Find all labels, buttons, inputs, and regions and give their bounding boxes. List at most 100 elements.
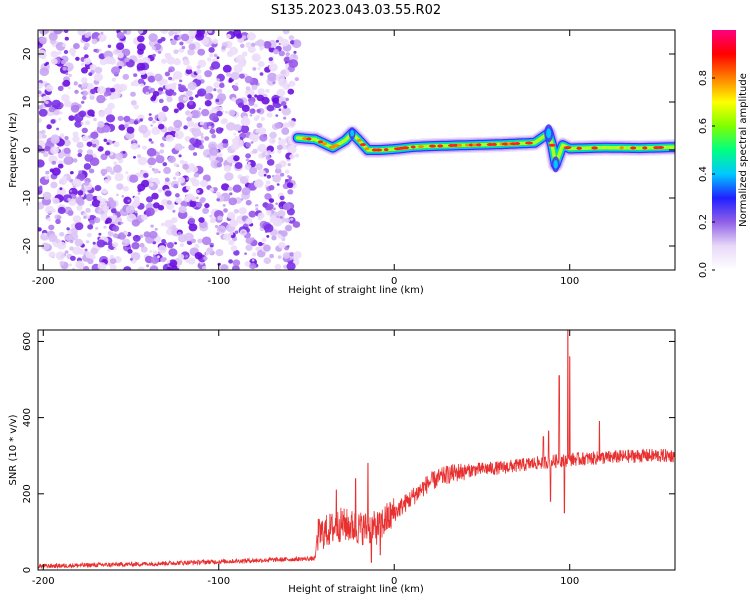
noise-speckle bbox=[38, 105, 43, 110]
noise-speckle bbox=[123, 266, 132, 270]
noise-speckle bbox=[77, 149, 83, 154]
noise-speckle bbox=[255, 128, 261, 134]
noise-speckle bbox=[96, 239, 106, 248]
noise-speckle bbox=[272, 97, 280, 104]
noise-speckle bbox=[57, 51, 62, 55]
ridge-peak bbox=[563, 146, 572, 150]
noise-speckle bbox=[110, 258, 117, 264]
noise-speckle bbox=[226, 72, 232, 77]
x-axis-ticks: -200 -100 0 100 bbox=[32, 30, 579, 287]
noise-speckle bbox=[44, 175, 50, 180]
noise-speckle bbox=[60, 133, 64, 137]
noise-speckle bbox=[38, 227, 42, 232]
noise-speckle bbox=[95, 226, 99, 230]
y-axis-ticks: -20 -10 0 10 20 bbox=[22, 48, 675, 254]
noise-speckle bbox=[81, 62, 85, 66]
noise-speckle bbox=[288, 35, 295, 41]
noise-speckle bbox=[285, 179, 289, 182]
noise-speckle bbox=[220, 118, 227, 125]
noise-speckle bbox=[127, 199, 131, 202]
noise-speckle bbox=[224, 110, 229, 114]
noise-speckle bbox=[83, 163, 92, 170]
noise-speckle bbox=[59, 111, 63, 115]
noise-speckle bbox=[204, 70, 213, 78]
noise-speckle bbox=[266, 104, 275, 112]
noise-speckle bbox=[279, 206, 283, 210]
noise-speckle bbox=[286, 262, 296, 270]
noise-speckle bbox=[199, 179, 208, 187]
noise-speckle bbox=[57, 255, 61, 259]
noise-speckle bbox=[208, 47, 215, 53]
noise-speckle bbox=[281, 145, 287, 150]
noise-speckle bbox=[176, 102, 185, 110]
noise-speckle bbox=[134, 210, 138, 214]
noise-speckle bbox=[223, 164, 232, 172]
noise-speckle bbox=[72, 135, 80, 143]
noise-speckle bbox=[164, 219, 174, 228]
noise-speckle bbox=[268, 198, 275, 204]
noise-speckle bbox=[137, 192, 141, 195]
noise-speckle bbox=[244, 261, 251, 267]
noise-speckle bbox=[67, 197, 71, 201]
noise-speckle bbox=[146, 147, 157, 157]
noise-speckle bbox=[133, 156, 136, 159]
noise-speckle bbox=[68, 73, 72, 77]
noise-speckle bbox=[257, 212, 265, 219]
noise-region bbox=[38, 30, 302, 270]
noise-speckle bbox=[189, 201, 197, 208]
noise-speckle bbox=[227, 186, 233, 192]
noise-speckle bbox=[73, 81, 78, 86]
noise-speckle bbox=[242, 51, 248, 57]
noise-speckle bbox=[94, 185, 102, 192]
noise-speckle bbox=[61, 94, 70, 102]
ridge-burst bbox=[546, 128, 552, 139]
y-tick-label: 600 bbox=[22, 332, 33, 351]
noise-speckle bbox=[74, 120, 83, 128]
noise-speckle bbox=[213, 187, 218, 192]
noise-speckle bbox=[147, 75, 156, 83]
noise-speckle bbox=[221, 110, 225, 113]
noise-speckle bbox=[147, 157, 157, 166]
noise-speckle bbox=[67, 158, 71, 163]
noise-speckle bbox=[168, 30, 175, 36]
noise-speckle bbox=[281, 127, 290, 135]
noise-speckle bbox=[217, 215, 223, 221]
noise-speckle bbox=[67, 210, 74, 216]
noise-speckle bbox=[59, 177, 68, 185]
ridge-peak bbox=[630, 146, 637, 150]
noise-speckle bbox=[215, 249, 224, 257]
y-tick-label: 0 bbox=[22, 567, 33, 573]
noise-speckle bbox=[70, 255, 76, 261]
noise-speckle bbox=[72, 158, 78, 163]
noise-speckle bbox=[88, 72, 93, 76]
noise-speckle bbox=[161, 199, 169, 206]
noise-speckle bbox=[124, 124, 129, 129]
noise-speckle bbox=[65, 234, 72, 241]
noise-speckle bbox=[127, 249, 133, 254]
noise-speckle bbox=[202, 266, 207, 270]
noise-speckle bbox=[241, 104, 250, 112]
x-tick-label: -200 bbox=[32, 576, 55, 587]
noise-speckle bbox=[178, 154, 182, 158]
noise-speckle bbox=[263, 223, 274, 233]
noise-speckle bbox=[133, 120, 139, 125]
noise-speckle bbox=[106, 142, 110, 145]
noise-speckle bbox=[81, 90, 88, 96]
noise-speckle bbox=[38, 144, 43, 153]
spectrogram-ylabel: Frequency (Hz) bbox=[8, 112, 19, 188]
noise-speckle bbox=[68, 263, 72, 267]
noise-speckle bbox=[286, 208, 295, 216]
noise-speckle bbox=[41, 242, 50, 251]
noise-speckle bbox=[112, 213, 116, 217]
noise-speckle bbox=[284, 169, 290, 174]
x-tick-label: 0 bbox=[391, 276, 397, 287]
noise-speckle bbox=[215, 98, 220, 103]
noise-speckle bbox=[293, 41, 297, 44]
noise-speckle bbox=[273, 49, 279, 55]
noise-speckle bbox=[233, 209, 239, 214]
noise-speckle bbox=[163, 166, 172, 175]
noise-speckle bbox=[38, 118, 43, 123]
noise-speckle bbox=[48, 233, 58, 243]
noise-speckle bbox=[186, 116, 193, 122]
noise-speckle bbox=[196, 69, 202, 75]
